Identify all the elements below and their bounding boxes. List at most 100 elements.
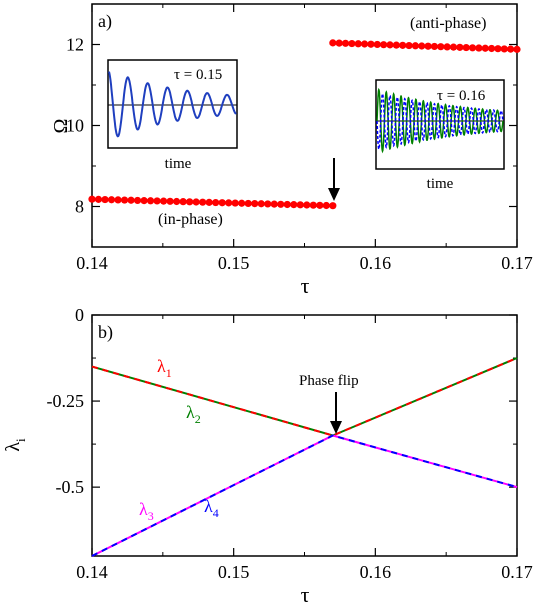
in-phase-point xyxy=(120,196,129,204)
anti-phase-point xyxy=(348,39,356,48)
anti-phase-label: (anti-phase) xyxy=(410,15,486,32)
x-tick-label: 0.15 xyxy=(218,253,250,273)
anti-phase-point xyxy=(443,43,451,51)
anti-phase-point xyxy=(468,44,477,52)
anti-phase-point xyxy=(487,44,496,53)
inset-1-xlabel: time xyxy=(165,156,192,172)
panel-b-xlabel: τ xyxy=(301,582,310,606)
anti-phase-point xyxy=(507,45,515,53)
svg-text:λ3: λ3 xyxy=(139,499,154,523)
legend-lambda3: λ3 xyxy=(139,499,154,523)
y-tick-label: -0.5 xyxy=(56,477,85,497)
anti-phase-point xyxy=(373,40,381,49)
x-tick-label: 0.14 xyxy=(76,253,108,273)
in-phase-point xyxy=(303,201,311,209)
anti-phase-point xyxy=(411,42,419,50)
anti-phase-point xyxy=(341,39,350,47)
in-phase-point xyxy=(127,196,135,204)
panel-a-xlabel: τ xyxy=(301,273,310,298)
x-tick-label: 0.16 xyxy=(360,562,392,582)
in-phase-point xyxy=(94,195,103,203)
anti-phase-point xyxy=(481,44,489,52)
transition-arrow-a xyxy=(328,158,340,201)
anti-phase-point xyxy=(386,41,394,49)
in-phase-point xyxy=(231,199,239,207)
svg-text:λ2: λ2 xyxy=(186,402,201,426)
panel-a: a) 0.14 0.15 0.16 0.17 8 10 12 τ Ω (anti-phase… xyxy=(50,3,533,298)
anti-phase-point xyxy=(367,40,375,48)
in-phase-point xyxy=(290,201,298,209)
legend-lambda1: λ1 xyxy=(157,356,172,380)
panel-b-label: b) xyxy=(98,322,113,343)
eigenvalue-line-λ1 xyxy=(91,357,518,437)
in-phase-point xyxy=(238,199,246,207)
anti-phase-point xyxy=(354,40,362,48)
in-phase-point xyxy=(257,200,265,208)
eigenvalue-line-λ2 xyxy=(91,357,518,437)
in-phase-point xyxy=(309,201,317,209)
in-phase-point xyxy=(133,196,142,205)
in-phase-point xyxy=(173,197,181,206)
y-tick-label: 10 xyxy=(66,116,84,136)
x-tick-label: 0.15 xyxy=(218,562,250,582)
inset-2: τ = 0.16 time xyxy=(375,79,505,192)
anti-phase-point xyxy=(380,41,388,49)
in-phase-point xyxy=(114,196,122,204)
anti-phase-point xyxy=(437,43,445,51)
in-phase-point xyxy=(179,198,187,206)
eigenvalue-line-λ4 xyxy=(91,434,518,557)
x-tick-label: 0.17 xyxy=(501,253,533,273)
in-phase-point xyxy=(251,199,259,208)
y-tick-label: 8 xyxy=(75,197,84,217)
in-phase-point xyxy=(270,200,278,208)
anti-phase-point xyxy=(462,43,470,52)
panel-b-ticks: 0.14 0.15 0.16 0.17 0 -0.25 -0.5 xyxy=(47,305,533,582)
anti-phase-point xyxy=(399,41,407,49)
panel-b: b) 0.14 0.15 0.16 0.17 0 -0.25 -0.5 τ λi Phase… xyxy=(2,305,533,606)
inset-2-curve-blue xyxy=(376,91,504,151)
in-phase-point xyxy=(101,195,109,204)
x-tick-label: 0.17 xyxy=(501,562,533,582)
svg-text:λi: λi xyxy=(2,438,28,452)
phase-flip-annotation: Phase flip xyxy=(299,373,359,389)
anti-phase-point xyxy=(392,41,400,49)
anti-phase-point xyxy=(430,42,439,51)
in-phase-point xyxy=(166,197,174,205)
legend-lambda2: λ2 xyxy=(186,402,201,426)
svg-text:λ1: λ1 xyxy=(157,356,172,380)
x-tick-label: 0.16 xyxy=(360,253,392,273)
in-phase-point xyxy=(329,202,337,210)
in-phase-point xyxy=(283,200,291,209)
in-phase-point xyxy=(192,198,200,206)
x-tick-label: 0.14 xyxy=(76,562,108,582)
panel-a-ticks: 0.14 0.15 0.16 0.17 8 10 12 xyxy=(66,4,533,273)
in-phase-point xyxy=(199,198,207,206)
anti-phase-point xyxy=(418,42,426,50)
phase-flip-arrow xyxy=(330,392,342,434)
in-phase-point xyxy=(212,198,220,207)
in-phase-point xyxy=(205,198,213,206)
inset-1: τ = 0.15 time xyxy=(107,59,238,172)
inset-2-title: τ = 0.16 xyxy=(437,88,486,104)
y-tick-label: -0.25 xyxy=(47,391,85,411)
panel-b-ylabel: λi xyxy=(2,438,28,452)
anti-phase-point xyxy=(329,39,337,47)
anti-phase-point xyxy=(449,43,458,51)
in-phase-label: (in-phase) xyxy=(158,211,223,228)
y-tick-label: 0 xyxy=(75,305,84,325)
panel-b-frame xyxy=(91,314,518,557)
legend-lambda4: λ4 xyxy=(204,496,219,520)
in-phase-point xyxy=(88,195,96,203)
eigenvalue-line-λ3 xyxy=(91,434,518,557)
in-phase-point xyxy=(140,197,148,205)
in-phase-point xyxy=(186,198,194,206)
inset-2-xlabel: time xyxy=(427,176,454,192)
svg-text:λ4: λ4 xyxy=(204,496,219,520)
anti-phase-point xyxy=(513,45,521,53)
inset-1-curve xyxy=(108,71,237,138)
in-phase-point xyxy=(153,197,161,205)
in-phase-point xyxy=(244,199,252,208)
in-phase-point xyxy=(264,200,272,208)
in-phase-point xyxy=(107,196,116,204)
inset-1-title: τ = 0.15 xyxy=(174,67,222,83)
